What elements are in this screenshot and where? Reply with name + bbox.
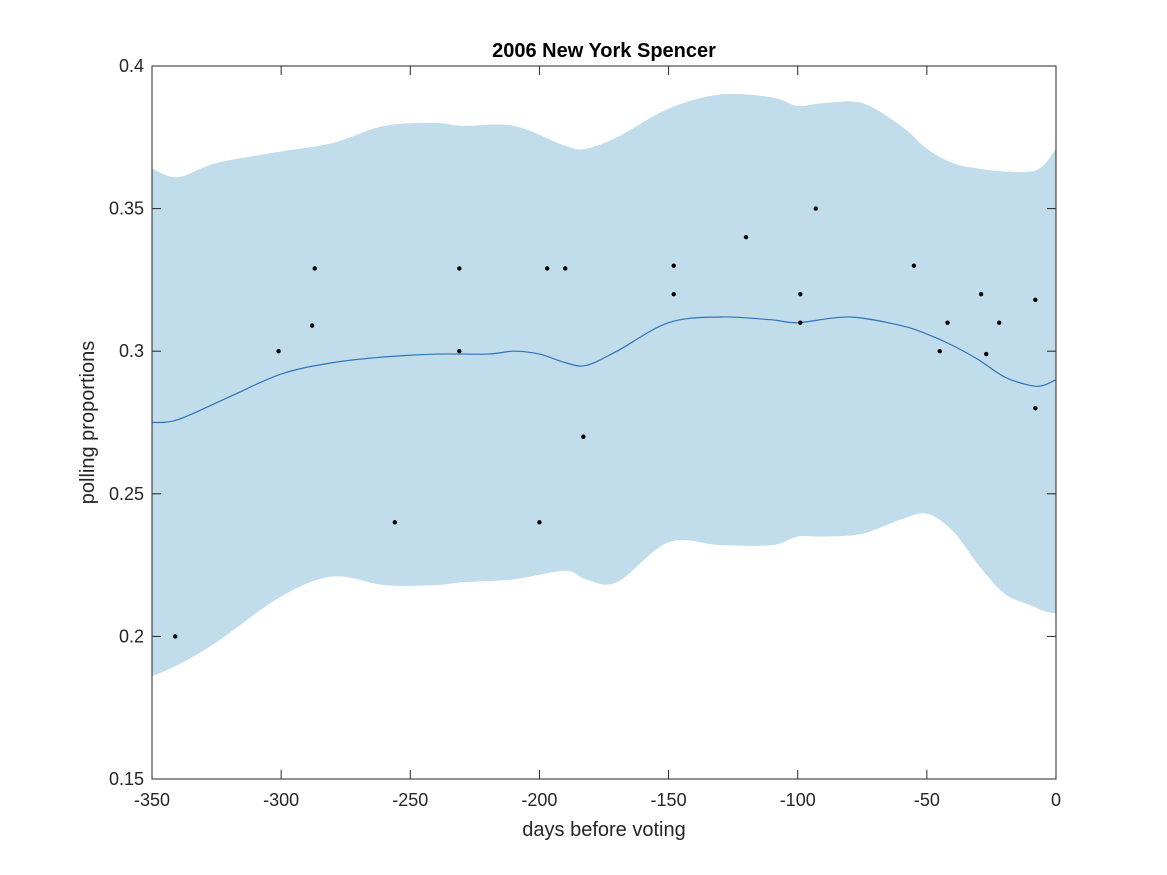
data-point [457,266,462,271]
data-point [671,263,676,268]
data-point [457,349,462,354]
data-point [1033,406,1038,411]
confidence-band [152,93,1056,677]
data-point [798,291,803,297]
chart-title: 2006 New York Spencer [492,40,716,62]
y-tick-label: 0.25 [109,484,144,504]
data-point [544,266,550,271]
data-point [978,291,984,297]
y-tick-label: 0.4 [119,56,144,76]
x-tick-label: 0 [1051,790,1061,810]
y-tick-label: 0.2 [119,626,144,646]
y-tick-label: 0.35 [109,199,144,219]
x-tick-label: -200 [521,790,557,810]
x-tick-label: -50 [914,790,940,810]
ticks-layer: -350 -300 -250 -200 -150 -100 -50 0 0.15 0.2 0.25 0… [109,56,1061,810]
x-tick-label: -100 [780,790,816,810]
plot-area-frame [151,65,1057,780]
data-point [945,320,950,325]
data-point [581,434,586,439]
data-point [911,263,917,268]
data-point [173,634,178,639]
data-point [937,349,942,354]
data-point [309,323,315,328]
mean-line-layer [151,316,1057,424]
x-axis-label: days before voting [522,819,685,841]
x-tick-label: -150 [651,790,687,810]
data-point [563,266,568,271]
data-point [671,291,676,297]
x-tick-label: -250 [392,790,428,810]
y-tick-label: 0.15 [109,769,144,789]
y-axis-label: polling proportions [77,341,99,504]
y-tick-label: 0.3 [119,341,144,361]
data-point [984,351,989,357]
x-tick-label: -350 [134,790,170,810]
data-point [392,520,397,525]
data-point [798,320,803,325]
x-tick-label: -300 [263,790,299,810]
data-point [996,320,1002,325]
data-point [312,266,317,271]
confidence-band-layer [152,93,1056,677]
mean-line [151,316,1057,424]
data-point [537,520,542,525]
data-point [743,234,749,240]
data-point [1033,297,1038,303]
data-points-layer [173,206,1038,639]
data-point [276,349,281,354]
data-point [813,206,818,211]
